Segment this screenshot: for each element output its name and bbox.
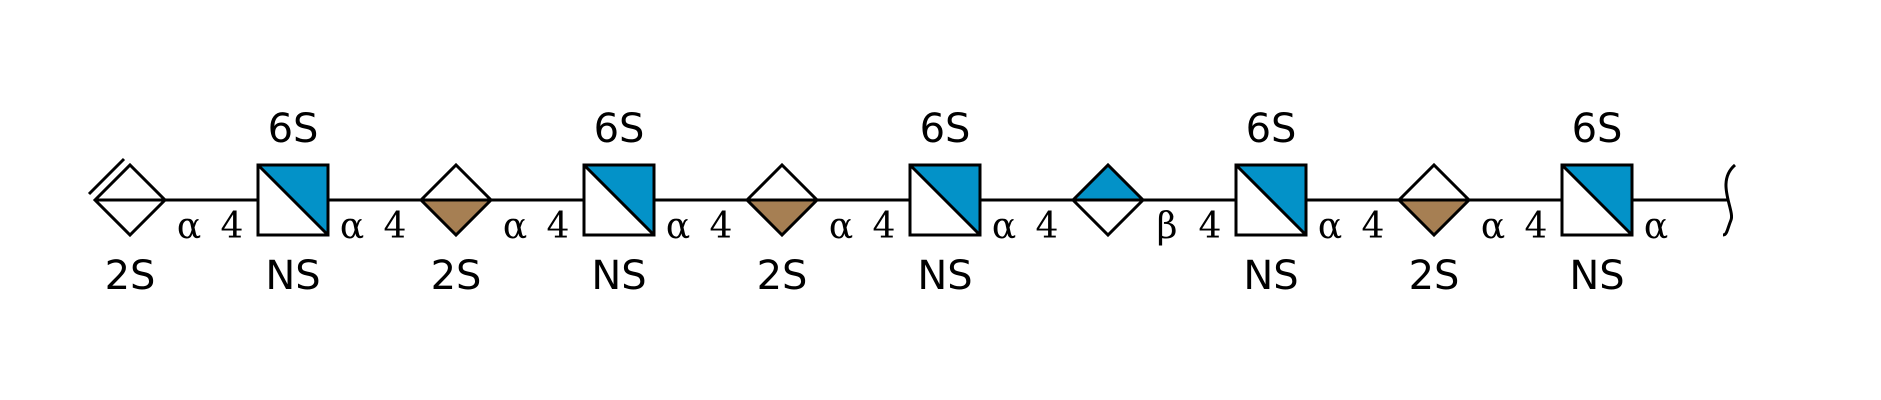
reducing-end-bracket	[1722, 163, 1737, 237]
residue-4-square-diag	[582, 163, 656, 237]
residue-top-label: 6S	[1246, 106, 1297, 152]
square-outline	[908, 163, 982, 237]
square-outline	[256, 163, 330, 237]
linkage-anomer-label: α	[1481, 206, 1505, 247]
linkage-anomer-label: α	[1318, 206, 1342, 247]
residue-5-diamond-split	[744, 162, 820, 238]
square-diagonal	[1560, 163, 1634, 237]
linkage-position-label: 4	[710, 206, 733, 247]
square-diagonal	[582, 163, 656, 237]
residue-6-square-diag	[908, 163, 982, 237]
residue-10-square-diag	[1560, 163, 1634, 237]
diamond-top-half	[747, 165, 817, 200]
linkage-position-label: 4	[873, 206, 896, 247]
residue-1-diamond-split	[87, 157, 168, 238]
residue-9-diamond-split	[1396, 162, 1472, 238]
diamond-top-half	[95, 165, 165, 200]
residue-bottom-label: NS	[265, 253, 320, 299]
linkage-anomer-label: α	[829, 206, 853, 247]
square-diagonal	[1234, 163, 1308, 237]
residues	[87, 157, 1634, 238]
diamond-outline	[418, 162, 494, 238]
diamond-bottom-half	[1399, 200, 1469, 235]
linkage-anomer-label: α	[340, 206, 364, 247]
residue-bottom-label: NS	[1569, 253, 1624, 299]
square-outline	[582, 163, 656, 237]
residue-top-label: 6S	[268, 106, 319, 152]
linkage-anomer-label: α	[503, 206, 527, 247]
square-outline	[1560, 163, 1634, 237]
linkage-position-label: 4	[1525, 206, 1548, 247]
residue-bottom-label: NS	[591, 253, 646, 299]
residue-bottom-label: NS	[1243, 253, 1298, 299]
diamond-top-half	[421, 165, 491, 200]
residue-top-label: 6S	[920, 106, 971, 152]
linkage-position-label: 4	[384, 206, 407, 247]
diamond-bottom-half	[1073, 200, 1143, 235]
linkage-anomer-label: α	[1644, 206, 1668, 247]
linkage-anomer-label: β	[1157, 206, 1178, 247]
unsaturation-mark	[87, 157, 126, 196]
linkage-position-label: 4	[547, 206, 570, 247]
square-diagonal	[256, 163, 330, 237]
linkage-anomer-label: α	[666, 206, 690, 247]
square-outline	[1234, 163, 1308, 237]
diamond-outline	[1396, 162, 1472, 238]
residue-bottom-label: 2S	[1409, 253, 1460, 299]
diamond-outline	[92, 162, 168, 238]
residue-2-square-diag	[256, 163, 330, 237]
residue-bottom-label: 2S	[757, 253, 808, 299]
diamond-bottom-half	[421, 200, 491, 235]
diamond-bottom-half	[747, 200, 817, 235]
square-diagonal	[908, 163, 982, 237]
linkage-position-label: 4	[1199, 206, 1222, 247]
residue-3-diamond-split	[418, 162, 494, 238]
diamond-outline	[1070, 162, 1146, 238]
linkage-position-label: 4	[221, 206, 244, 247]
residue-top-label: 6S	[1572, 106, 1623, 152]
residue-8-square-diag	[1234, 163, 1308, 237]
linkage-anomer-label: α	[177, 206, 201, 247]
residue-7-diamond-split	[1070, 162, 1146, 238]
diamond-top-half	[1073, 165, 1143, 200]
residue-bottom-label: 2S	[431, 253, 482, 299]
linkage-anomer-label: α	[992, 206, 1016, 247]
diamond-top-half	[1399, 165, 1469, 200]
linkage-position-label: 4	[1362, 206, 1385, 247]
linkage-position-label: 4	[1036, 206, 1059, 247]
residue-top-label: 6S	[594, 106, 645, 152]
diamond-bottom-half	[95, 200, 165, 235]
residue-bottom-label: 2S	[105, 253, 156, 299]
residue-bottom-label: NS	[917, 253, 972, 299]
diamond-outline	[744, 162, 820, 238]
